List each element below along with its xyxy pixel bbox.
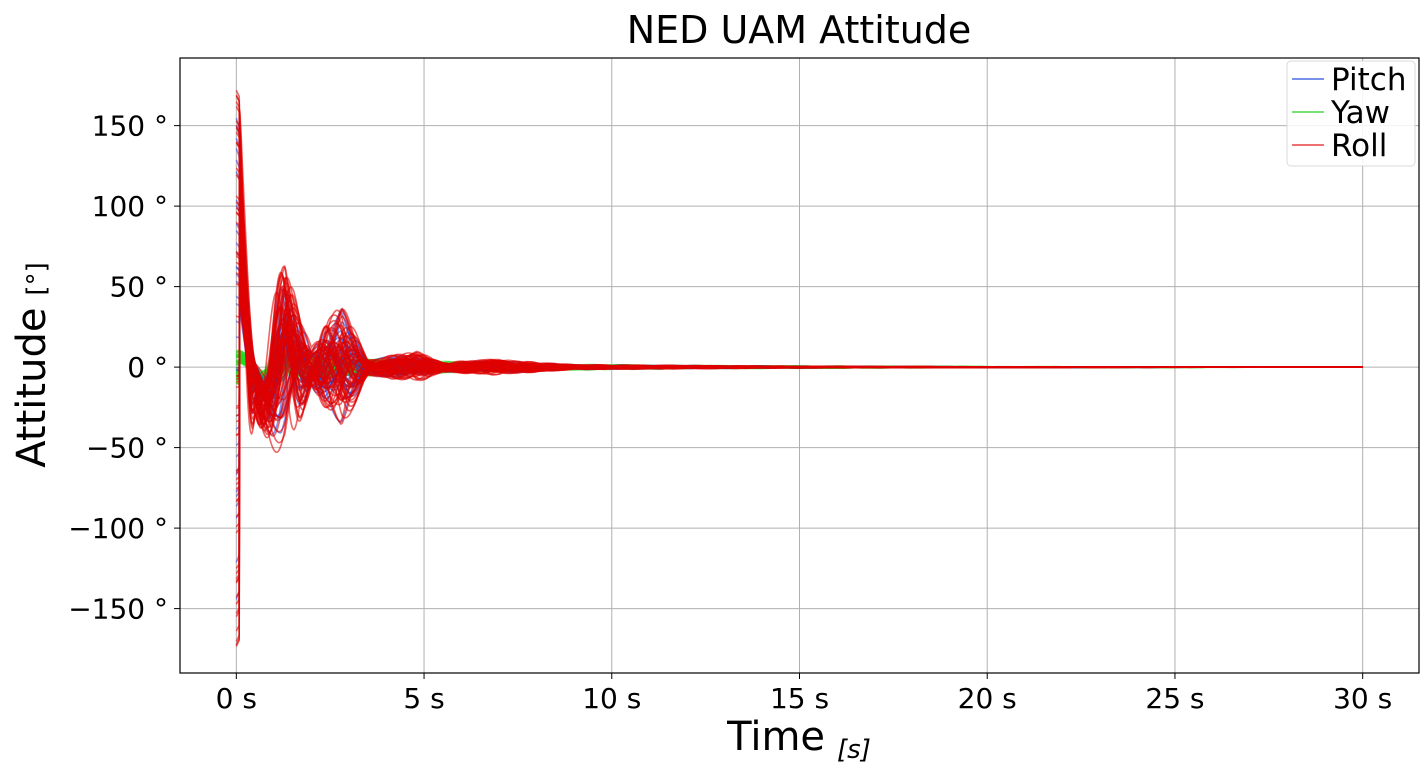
- x-tick-label: 0 s: [216, 682, 257, 715]
- x-axis-label: Time [s]: [726, 714, 871, 765]
- series-roll: [235, 89, 1363, 647]
- legend-label-yaw: Yaw: [1330, 95, 1390, 131]
- y-axis-unit: [°]: [22, 262, 52, 295]
- chart-title: NED UAM Attitude: [627, 8, 972, 52]
- x-tick-label: 5 s: [403, 682, 444, 715]
- x-tick-label: 10 s: [582, 682, 641, 715]
- y-tick-label: 100 °: [92, 190, 168, 223]
- legend-box: [1286, 60, 1416, 167]
- x-tick-label: 25 s: [1145, 682, 1204, 715]
- y-tick-label: −100 °: [68, 512, 168, 545]
- y-tick-label: 0 °: [127, 351, 168, 384]
- legend-label-roll: Roll: [1331, 128, 1387, 164]
- plot-series: [235, 89, 1363, 647]
- x-ticks: 0 s 5 s 10 s 15 s 20 s 25 s 30 s: [216, 673, 1392, 715]
- x-tick-label: 15 s: [770, 682, 829, 715]
- y-ticks: 150 ° 100 ° 50 ° 0 ° −50 ° −100 ° −150 °: [68, 110, 180, 626]
- y-axis-label: Attitude [°]: [9, 262, 55, 467]
- x-axis-unit: [s]: [837, 735, 871, 765]
- x-axis-title: Time: [726, 714, 825, 760]
- trace-roll: [235, 208, 1363, 534]
- legend-label-pitch: Pitch: [1331, 62, 1406, 98]
- x-tick-label: 20 s: [958, 682, 1017, 715]
- y-tick-label: −150 °: [68, 593, 168, 626]
- y-tick-label: 50 °: [109, 271, 168, 304]
- x-tick-label: 30 s: [1333, 682, 1392, 715]
- y-axis-title: Attitude: [9, 308, 55, 468]
- y-tick-label: 150 °: [92, 110, 168, 143]
- y-tick-label: −50 °: [86, 432, 168, 465]
